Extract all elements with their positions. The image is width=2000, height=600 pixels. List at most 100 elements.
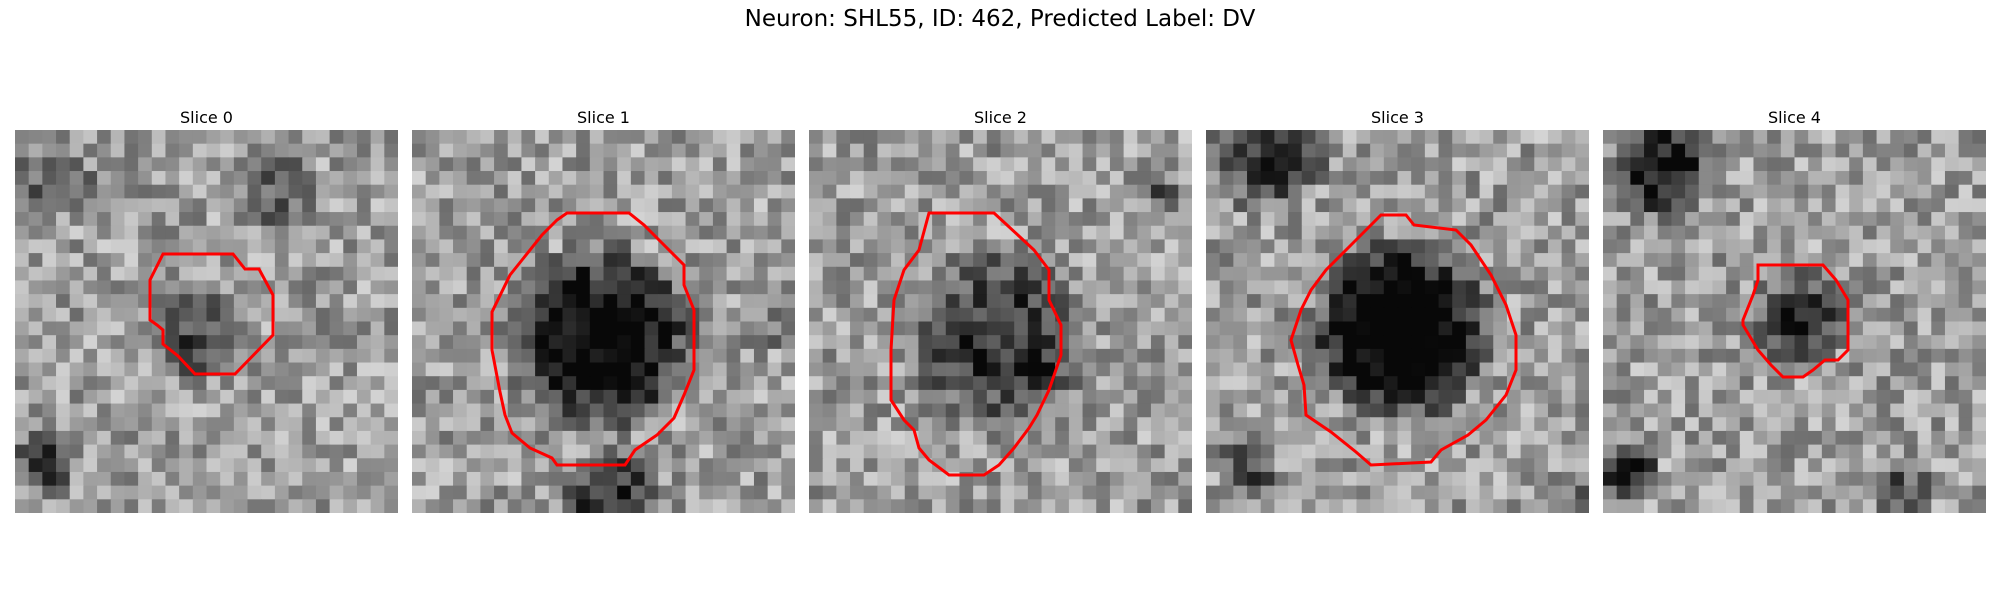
pixel (1493, 471, 1508, 487)
pixel (1014, 348, 1029, 364)
pixel (1944, 280, 1960, 295)
pixel (179, 157, 194, 172)
pixel (97, 266, 112, 282)
pixel (261, 348, 276, 364)
pixel (1424, 171, 1440, 186)
pixel (83, 458, 98, 473)
pixel (42, 307, 57, 323)
pixel (356, 239, 372, 254)
pixel (1027, 430, 1043, 446)
pixel (959, 294, 974, 309)
pixel (1603, 280, 1618, 295)
pixel (658, 143, 673, 158)
pixel (507, 376, 523, 391)
pixel (1603, 485, 1618, 500)
pixel (1862, 430, 1878, 446)
pixel (165, 225, 180, 241)
pixel (1041, 184, 1056, 199)
pixel (1616, 239, 1631, 254)
pixel (233, 335, 249, 350)
pixel (220, 403, 235, 418)
pixel (932, 348, 947, 364)
pixel (494, 266, 509, 282)
pixel (973, 458, 988, 473)
pixel (466, 266, 481, 282)
pixel (1342, 171, 1358, 186)
pixel (1424, 280, 1440, 295)
pixel (850, 403, 865, 418)
pixel (1055, 198, 1070, 213)
pixel (329, 499, 344, 513)
pixel (15, 294, 30, 309)
pixel (15, 403, 30, 418)
pixel (1219, 239, 1234, 254)
pixel (1903, 335, 1919, 350)
pixel (1534, 348, 1549, 364)
pixel (1329, 321, 1344, 336)
pixel (1671, 294, 1686, 309)
pixel (1329, 280, 1344, 295)
pixel (1301, 212, 1317, 227)
pixel (1657, 444, 1672, 459)
pixel (1972, 417, 1986, 432)
pixel (1452, 307, 1467, 323)
pixel (1753, 458, 1768, 473)
pixel (412, 266, 427, 282)
pixel (1808, 430, 1823, 446)
pixel (439, 389, 454, 405)
pixel (658, 253, 673, 268)
pixel (42, 212, 57, 227)
pixel (1493, 335, 1508, 350)
pixel (877, 307, 892, 323)
pixel (288, 321, 303, 336)
pixel (986, 403, 1002, 418)
pixel (1506, 471, 1522, 487)
pixel (781, 225, 795, 241)
pixel (1000, 458, 1015, 473)
pixel (904, 362, 920, 377)
pixel (233, 307, 249, 323)
pixel (466, 212, 481, 227)
pixel (1657, 485, 1672, 500)
pixel (781, 130, 795, 145)
pixel (809, 362, 824, 377)
pixel (480, 430, 495, 446)
pixel (302, 157, 317, 172)
pixel (1150, 212, 1166, 227)
pixel (576, 485, 591, 500)
pixel (671, 294, 687, 309)
pixel (822, 321, 837, 336)
pixel (1644, 239, 1659, 254)
pixel (192, 225, 208, 241)
pixel (562, 335, 577, 350)
pixel (439, 253, 454, 268)
pixel (1452, 485, 1467, 500)
pixel (247, 376, 262, 391)
pixel (1397, 348, 1412, 364)
pixel (384, 444, 398, 459)
pixel (1534, 198, 1549, 213)
pixel (220, 430, 235, 446)
pixel (302, 430, 317, 446)
pixel (1506, 130, 1522, 145)
pixel (1370, 499, 1385, 513)
pixel (850, 389, 865, 405)
pixel (1506, 417, 1522, 432)
pixel (850, 348, 865, 364)
pixel (1438, 499, 1453, 513)
pixel (891, 430, 906, 446)
pixel (97, 389, 112, 405)
pixel (302, 403, 317, 418)
pixel (1561, 198, 1576, 213)
pixel (781, 184, 795, 199)
pixel (1014, 485, 1029, 500)
pixel (1260, 143, 1275, 158)
pixel (836, 389, 851, 405)
pixel (1082, 321, 1097, 336)
pixel (521, 307, 536, 323)
pixel (1233, 499, 1248, 513)
pixel (1342, 157, 1358, 172)
pixel (809, 212, 824, 227)
pixel (877, 239, 892, 254)
pixel (480, 417, 495, 432)
